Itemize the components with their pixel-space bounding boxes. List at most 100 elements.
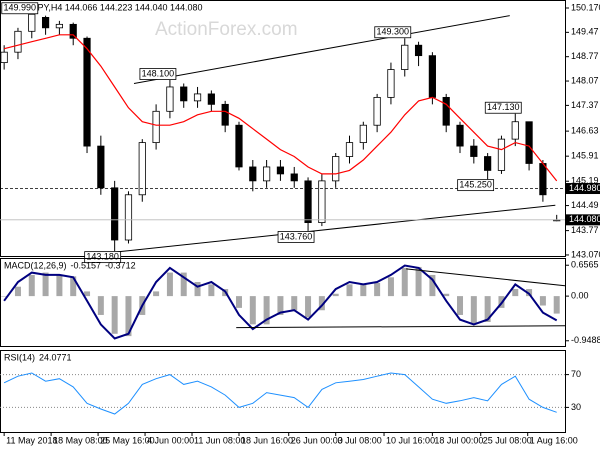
y-tick-label: 30	[571, 402, 581, 412]
annotation-label: 147.130	[487, 102, 520, 112]
candle-body	[166, 86, 174, 112]
macd-bar	[97, 296, 104, 315]
x-tick-label: 25 Jul 08:00	[483, 435, 532, 445]
trend-line	[406, 268, 566, 287]
macd-bar	[1, 296, 8, 297]
price-marker-box	[566, 183, 600, 195]
y-tick-label: 145.19	[571, 176, 599, 186]
macd-line	[3, 264, 558, 340]
x-tick-label: 11 Jun 08:00	[194, 435, 245, 445]
x-tick-label: 11 May 2018	[6, 435, 57, 445]
candle-body	[511, 121, 519, 140]
candle-body	[207, 93, 215, 105]
macd-bar	[291, 296, 298, 311]
annotation-label: 149.990	[3, 3, 36, 13]
candle-body	[138, 142, 146, 196]
candle-body	[290, 173, 298, 182]
panel-frame	[0, 350, 566, 433]
panel-value: -0.5157	[71, 260, 102, 270]
x-tick-label: 10 Jul 16:00	[386, 435, 435, 445]
macd-bar	[429, 274, 436, 297]
y-tick-label: 70	[571, 369, 581, 379]
macd-bar	[539, 296, 546, 306]
panel-value: -0.3712	[105, 260, 136, 270]
candle-body	[152, 110, 160, 144]
candle-body	[525, 121, 533, 164]
candle-body	[55, 23, 64, 29]
annotation-label: 143.760	[280, 231, 313, 241]
candle-body	[497, 138, 506, 171]
candle-body	[276, 166, 285, 175]
candle-body	[401, 44, 409, 70]
y-tick-label: 144.49	[571, 200, 599, 210]
annotation-box	[277, 231, 315, 243]
macd-bar	[208, 284, 215, 297]
candle-body	[414, 44, 423, 57]
candle-body	[124, 194, 133, 241]
macd-bar	[42, 272, 49, 297]
candle-body	[359, 124, 367, 144]
candle-body	[14, 30, 22, 53]
macd-bar	[14, 286, 21, 297]
y-tick-label: 148.07	[571, 75, 599, 85]
macd-bar	[235, 296, 242, 308]
annotation-label: 143.180	[86, 252, 119, 262]
chart-title: GBPJPY,H4 144.066 144.223 144.040 144.08…	[14, 2, 203, 12]
macd-bar	[56, 274, 63, 297]
panel-frame	[0, 258, 566, 347]
macd-bar	[84, 291, 91, 297]
y-tick-label: 0.00	[571, 290, 589, 300]
candle-body	[221, 103, 229, 126]
candle-body	[470, 145, 478, 157]
macd-bar	[374, 282, 381, 297]
annotation-box	[1, 2, 39, 15]
panel-title: MACD(12,26,9)	[4, 260, 67, 270]
macd-bar	[194, 282, 201, 297]
candle-body	[28, 13, 36, 32]
macd-bar	[512, 289, 519, 297]
macd-bar	[28, 274, 35, 297]
moving-average	[3, 34, 558, 182]
candle-body	[69, 23, 77, 39]
y-tick-label: 0.6565	[571, 260, 599, 270]
trend-line	[236, 325, 566, 329]
candle-body	[249, 166, 257, 182]
candle-body	[373, 96, 381, 126]
y-tick-label: 147.37	[571, 100, 599, 110]
y-tick-label: 150.170	[571, 2, 600, 12]
macd-bar	[277, 296, 284, 315]
macd-bar	[249, 296, 256, 325]
x-tick-label: 26 Jun 00:00	[291, 435, 343, 445]
y-tick-label: 143.77	[571, 225, 599, 235]
macd-bar	[360, 284, 367, 297]
candle-body	[111, 187, 119, 241]
x-tick-label: 18 May 08:00	[53, 435, 108, 445]
candle-body	[539, 163, 547, 196]
macd-bar	[415, 266, 422, 297]
x-tick-label: 4 Jun 00:00	[147, 435, 194, 445]
candle-body	[332, 156, 340, 182]
macd-bar	[401, 267, 408, 297]
x-tick-label: 18 Jun 16:00	[241, 435, 293, 445]
watermark: ActionForex.com	[155, 19, 298, 40]
panel-frame	[0, 0, 566, 257]
candle-body	[180, 86, 188, 102]
candle-body	[442, 96, 450, 126]
macd-bar	[305, 296, 312, 318]
annotation-label: 145.250	[459, 180, 492, 190]
candle-body	[0, 51, 8, 64]
candle-body	[235, 124, 243, 168]
candle-body	[41, 16, 50, 29]
annotation-box	[139, 68, 177, 80]
annotation-box	[484, 101, 522, 114]
x-tick-label: 3 Jul 08:00	[338, 435, 382, 445]
annotation-box	[374, 26, 412, 39]
annotation-box	[84, 251, 122, 264]
y-tick-label: 148.77	[571, 51, 599, 61]
x-tick-label: 18 Jul 00:00	[434, 435, 483, 445]
macd-bar	[346, 284, 353, 297]
candle-body	[484, 156, 492, 171]
macd-bar	[387, 277, 394, 297]
x-tick-label: 25 May 16:00	[100, 435, 155, 445]
